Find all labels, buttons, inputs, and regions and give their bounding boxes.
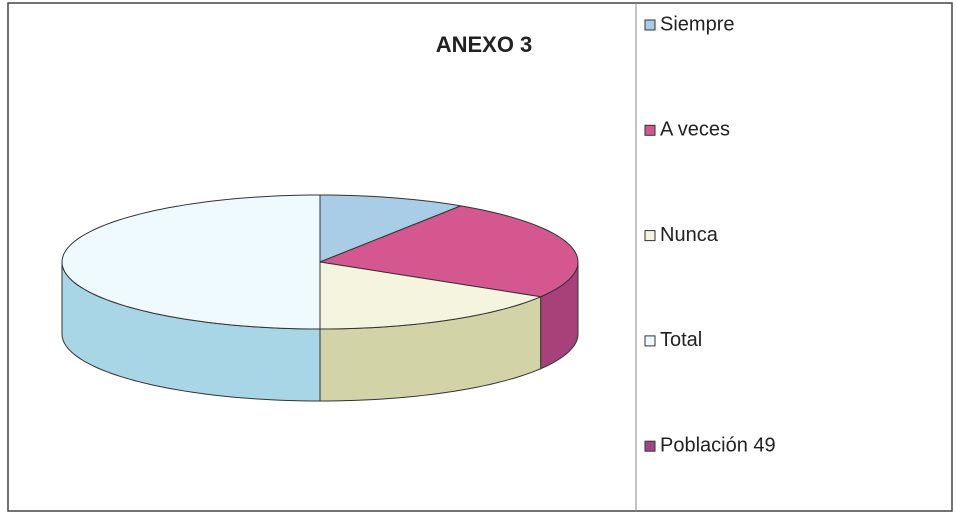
pie-slice <box>61 194 321 330</box>
pie-slice <box>319 194 463 263</box>
pie-slice <box>319 261 543 330</box>
legend-label: Población 49 <box>660 434 776 456</box>
legend-label: Total <box>660 329 702 351</box>
legend-label: Siempre <box>660 13 734 35</box>
legend-label: Nunca <box>660 224 719 246</box>
chart-title: ANEXO 3 <box>436 32 533 57</box>
legend-swatch <box>644 440 656 452</box>
pie-slice <box>318 205 579 298</box>
legend-swatch <box>644 19 656 31</box>
legend-swatch <box>644 230 656 242</box>
legend-swatch <box>644 335 656 347</box>
legend-label: A veces <box>660 119 730 141</box>
legend: Siempre A veces Nunca Total Población 49 <box>644 13 776 456</box>
legend-swatch <box>644 124 656 136</box>
pie <box>61 194 579 402</box>
